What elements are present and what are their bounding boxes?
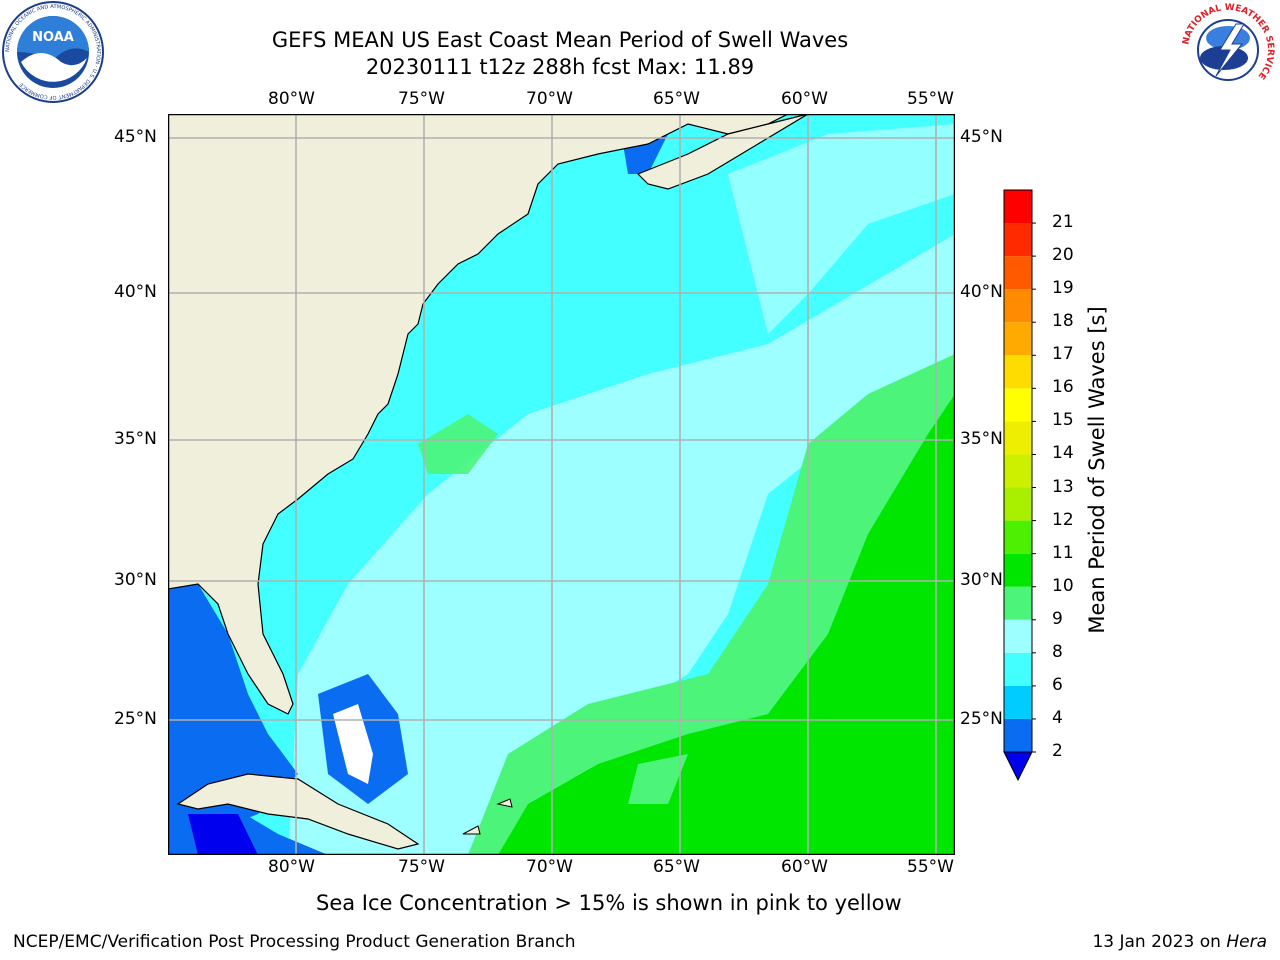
noaa-logo-text: NOAA [32, 30, 74, 45]
colorbar-segment [1004, 487, 1032, 521]
colorbar-segment [1004, 586, 1032, 620]
map-title: GEFS MEAN US East Coast Mean Period of S… [271, 28, 849, 52]
colorbar-tick-label: 19 [1052, 278, 1074, 299]
colorbar-segment [1004, 355, 1032, 389]
colorbar-tick-label: 6 [1052, 674, 1063, 695]
colorbar-segment [1004, 388, 1032, 422]
colorbar-segment [1004, 652, 1032, 686]
colorbar-segment [1004, 322, 1032, 356]
lon-label-bottom: 70°W [526, 857, 573, 877]
colorbar-segment [1004, 619, 1032, 653]
cuba-land [176, 773, 420, 850]
footer-producer: NCEP/EMC/Verification Post Processing Pr… [13, 932, 576, 952]
lat-label-right: 35°N [960, 429, 1003, 449]
lat-label-left: 35°N [114, 429, 157, 449]
lon-label-bottom: 60°W [781, 857, 828, 877]
swell-band-10-11 [498, 394, 955, 855]
colorbar-segment [1004, 520, 1032, 554]
colorbar-tick-label: 13 [1052, 476, 1074, 497]
swell-period-map [168, 114, 955, 855]
caribbean-very-low-period [188, 814, 258, 855]
lat-label-left: 40°N [114, 282, 157, 302]
nws-logo: NATIONAL WEATHER SERVICE [1180, 2, 1276, 98]
footer-host: Hera [1226, 932, 1267, 952]
lon-label-bottom: 65°W [653, 857, 700, 877]
colorbar-segment [1004, 685, 1032, 719]
colorbar-segment [1004, 454, 1032, 488]
lat-label-right: 25°N [960, 709, 1003, 729]
lat-label-left: 30°N [114, 570, 157, 590]
lon-label-bottom: 55°W [907, 857, 954, 877]
colorbar [1003, 189, 1036, 782]
graticule [168, 114, 955, 855]
map-frame [168, 114, 955, 855]
map-subtitle: 20230111 t12z 288h fcst Max: 11.89 [365, 55, 755, 79]
lon-label-top: 75°W [398, 89, 445, 109]
colorbar-segment [1004, 289, 1032, 323]
lon-label-bottom: 80°W [268, 857, 315, 877]
colorbar-segment [1004, 421, 1032, 455]
lon-label-top: 55°W [907, 89, 954, 109]
north-america-land [168, 114, 789, 715]
colorbar-tick-label: 20 [1052, 245, 1074, 266]
colorbar-outline [1003, 189, 1033, 753]
lat-label-left: 25°N [114, 709, 157, 729]
colorbar-segment [1004, 256, 1032, 290]
colorbar-segment [1004, 718, 1032, 752]
island [496, 798, 513, 808]
lon-label-top: 60°W [781, 89, 828, 109]
colorbar-tick-label: 21 [1052, 212, 1074, 233]
swell-patch-9-10 [418, 414, 498, 474]
sea-ice-caption: Sea Ice Concentration > 15% is shown in … [316, 891, 902, 915]
colorbar-tick-label: 17 [1052, 344, 1074, 365]
swell-patch-9-10-south [628, 754, 688, 804]
island [462, 825, 481, 835]
colorbar-tick-label: 12 [1052, 509, 1074, 530]
colorbar-tick-label: 4 [1052, 707, 1063, 728]
lat-label-right: 40°N [960, 282, 1003, 302]
colorbar-tick-label: 2 [1052, 741, 1063, 761]
bahamas-bank [333, 704, 373, 784]
swell-band-8-9 [288, 234, 955, 854]
lon-label-bottom: 75°W [398, 857, 445, 877]
colorbar-segment [1004, 190, 1032, 224]
lat-label-right: 30°N [960, 570, 1003, 590]
lat-label-left: 45°N [114, 127, 157, 147]
colorbar-tick-label: 16 [1052, 377, 1074, 398]
lat-label-right: 45°N [960, 127, 1003, 147]
lon-label-top: 80°W [268, 89, 315, 109]
footer-date-text: 13 Jan 2023 on [1092, 932, 1227, 952]
colorbar-label: Mean Period of Swell Waves [s] [1085, 306, 1109, 634]
colorbar-tick-label: 10 [1052, 575, 1074, 596]
lon-label-top: 65°W [653, 89, 700, 109]
colorbar-tick-label: 18 [1052, 311, 1074, 332]
colorbar-segment [1004, 223, 1032, 257]
colorbar-tick-label: 14 [1052, 443, 1074, 464]
colorbar-tick-labels: 2 4 6 8 9 10 11 12 13 14 15 16 17 18 19 20 21 [1040, 0, 1100, 960]
footer-date: 13 Jan 2023 on Hera [1092, 932, 1267, 952]
colorbar-extend-arrow [1003, 751, 1033, 782]
lon-label-top: 70°W [526, 89, 573, 109]
swell-band-8-9-north [728, 124, 955, 334]
noaa-logo: NATIONAL OCEANIC AND ATMOSPHERIC ADMINIS… [2, 1, 104, 103]
colorbar-tick-label: 11 [1052, 542, 1074, 563]
colorbar-segment [1004, 553, 1032, 587]
colorbar-tick-label: 15 [1052, 410, 1074, 431]
colorbar-tick-label: 9 [1052, 608, 1063, 629]
gulf-low-period [168, 584, 298, 834]
colorbar-tick-label: 8 [1052, 641, 1063, 662]
